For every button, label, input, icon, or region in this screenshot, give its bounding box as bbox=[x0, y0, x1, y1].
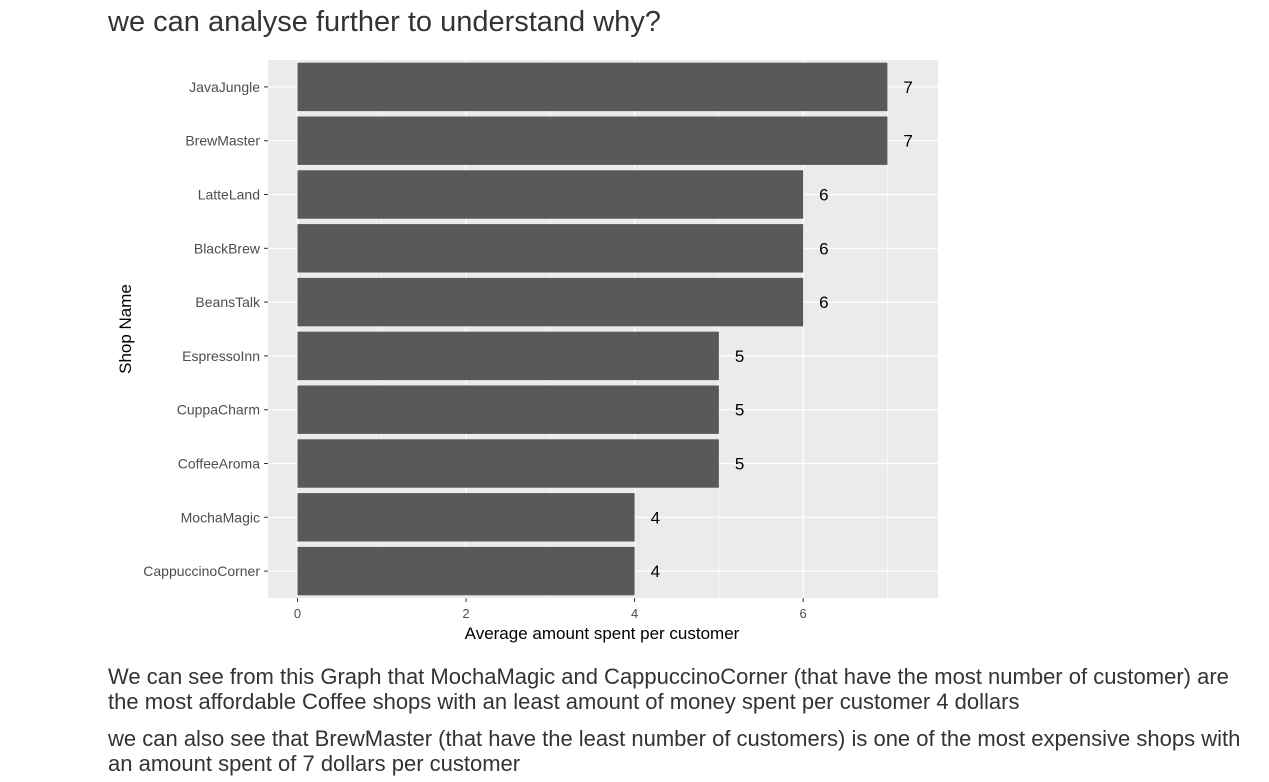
bar bbox=[297, 493, 635, 542]
y-axis-title: Shop Name bbox=[116, 284, 135, 374]
y-tick-label: EspressoInn bbox=[182, 348, 260, 364]
bar bbox=[297, 62, 888, 112]
bar-chart: 7 7 6 6 6 5 5 5 4 4 JavaJungle BrewMaster LatteLand… bbox=[108, 55, 948, 655]
bar bbox=[297, 277, 804, 327]
x-tick-label: 6 bbox=[800, 606, 807, 621]
x-tick-label: 4 bbox=[631, 606, 638, 621]
y-tick-label: CoffeeAroma bbox=[178, 456, 260, 472]
y-tick-label: JavaJungle bbox=[189, 79, 260, 95]
bar bbox=[297, 385, 719, 434]
bar-value-label: 7 bbox=[903, 78, 912, 97]
bar-chart-svg: 7 7 6 6 6 5 5 5 4 4 JavaJungle BrewMaster LatteLand… bbox=[116, 60, 938, 643]
bar bbox=[297, 439, 719, 488]
bar-value-label: 6 bbox=[819, 293, 828, 312]
bar bbox=[297, 224, 804, 273]
bar-value-label: 7 bbox=[903, 132, 912, 151]
x-axis-title: Average amount spent per customer bbox=[465, 624, 740, 643]
bar-value-label: 5 bbox=[735, 455, 744, 474]
x-tick-label: 2 bbox=[462, 606, 469, 621]
y-tick-label: CuppaCharm bbox=[177, 402, 260, 418]
bar-value-label: 4 bbox=[651, 562, 660, 581]
page-heading: we can analyse further to understand why… bbox=[108, 6, 661, 38]
bar-value-label: 5 bbox=[735, 401, 744, 420]
y-axis-ticks: JavaJungle BrewMaster LatteLand BlackBrew Be… bbox=[143, 79, 268, 579]
y-tick-label: CappuccinoCorner bbox=[143, 563, 260, 579]
bar-value-label: 6 bbox=[819, 239, 828, 258]
bar bbox=[297, 170, 804, 219]
y-tick-label: BlackBrew bbox=[194, 240, 261, 256]
bar-value-label: 5 bbox=[735, 347, 744, 366]
observation-paragraph-1: We can see from this Graph that MochaMag… bbox=[108, 664, 1229, 714]
y-tick-label: BrewMaster bbox=[185, 133, 260, 149]
data-labels: 7 7 6 6 6 5 5 5 4 4 bbox=[651, 78, 913, 581]
bar bbox=[297, 116, 888, 165]
y-tick-label: MochaMagic bbox=[181, 509, 260, 525]
bars bbox=[297, 62, 888, 596]
y-tick-label: LatteLand bbox=[198, 187, 260, 203]
bar-value-label: 6 bbox=[819, 186, 828, 205]
x-tick-label: 0 bbox=[294, 606, 301, 621]
observation-paragraph-2: we can also see that BrewMaster (that ha… bbox=[108, 726, 1241, 776]
bar-value-label: 4 bbox=[651, 508, 660, 527]
x-axis-ticks: 0 2 4 6 bbox=[294, 598, 807, 621]
y-tick-label: BeansTalk bbox=[195, 294, 261, 310]
bar bbox=[297, 546, 635, 596]
bar bbox=[297, 331, 719, 381]
